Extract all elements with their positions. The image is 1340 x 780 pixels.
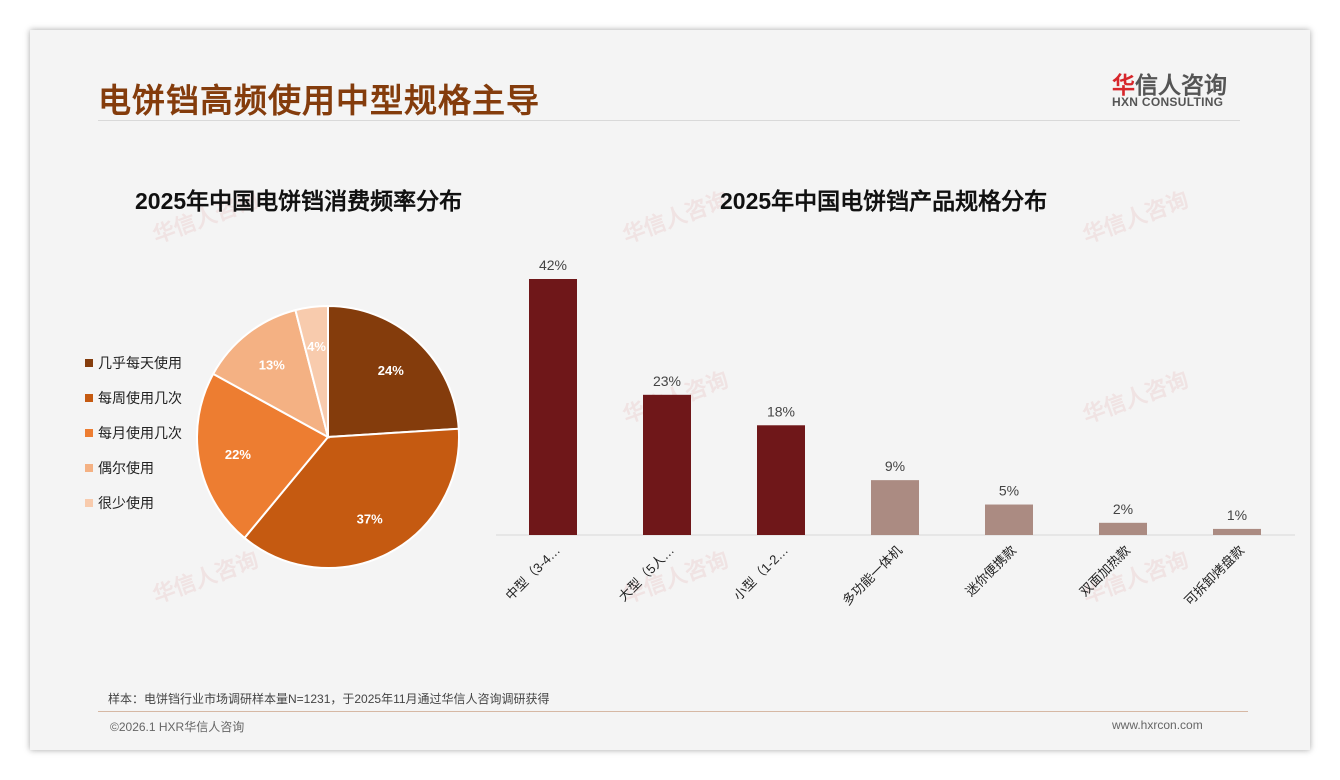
logo: 华信人咨询 (1112, 72, 1227, 98)
legend-item: 每周使用几次 (85, 380, 182, 415)
charts-svg: 24% 37% 22% 13% 4% 42% 中型（3-4… 23% 大型（5人… 18% 小型（1… (196, 257, 1295, 609)
legend-label: 很少使用 (98, 494, 154, 511)
bar-data-label: 23% (653, 373, 681, 389)
legend-swatch (85, 393, 93, 402)
bar (985, 504, 1033, 535)
bar-data-label: 2% (1113, 501, 1133, 517)
footer-divider (98, 711, 1248, 712)
pie-data-label: 4% (307, 339, 326, 354)
legend-swatch (85, 428, 93, 437)
x-tick-label: 中型（3-4… (502, 543, 563, 604)
pie-data-label: 22% (225, 447, 251, 462)
legend-item: 很少使用 (85, 485, 182, 520)
pie-legend: 几乎每天使用 每周使用几次 每月使用几次 偶尔使用很少使用 (85, 345, 182, 520)
bar-data-label: 1% (1227, 507, 1247, 523)
pie-slice (243, 427, 460, 569)
bar-data-label: 5% (999, 483, 1019, 499)
legend-item: 每月使用几次 (85, 415, 182, 450)
legend-swatch (85, 358, 93, 367)
bar-data-label: 42% (539, 257, 567, 273)
page-title: 电饼铛高频使用中型规格主导 (98, 82, 540, 119)
bar (871, 480, 919, 535)
x-tick-label: 多功能一体机 (839, 543, 905, 609)
legend-swatch (85, 498, 93, 507)
bar-data-label: 18% (767, 403, 795, 419)
pie-slice (196, 372, 330, 540)
bar (757, 425, 805, 535)
x-tick-label: 迷你便携款 (963, 543, 1020, 600)
website-url: www.hxrcon.com (1112, 718, 1203, 732)
x-tick-label: 小型（1-2… (730, 543, 791, 604)
legend-label: 每月使用几次 (98, 424, 182, 441)
legend-label: 偶尔使用 (98, 459, 154, 476)
legend-item: 偶尔使用 (85, 450, 182, 485)
logo-en: HXN CONSULTING (1112, 95, 1224, 109)
pie-slice (327, 304, 460, 439)
pie-slice (211, 308, 330, 439)
pie-data-label: 24% (378, 363, 404, 378)
legend-label: 几乎每天使用 (98, 354, 182, 371)
pie-data-label: 37% (357, 512, 383, 527)
bar (1213, 528, 1261, 535)
bar-data-label: 9% (885, 458, 905, 474)
pie-chart-title: 2025年中国电饼铛消费频率分布 (135, 188, 463, 214)
divider (98, 120, 1240, 121)
bar (1099, 522, 1147, 535)
copyright: ©2026.1 HXR华信人咨询 (110, 720, 245, 734)
bar-chart-title: 2025年中国电饼铛产品规格分布 (720, 188, 1048, 214)
slide: 华信人咨询 华信人咨询 华信人咨询 华信人咨询 华信人咨询 华信人咨询 华信人咨… (30, 30, 1310, 750)
legend-swatch (85, 463, 93, 472)
legend-label: 每周使用几次 (98, 389, 182, 406)
legend-item: 几乎每天使用 (85, 345, 182, 380)
bar (643, 394, 691, 535)
pie-data-label: 13% (259, 358, 285, 373)
x-tick-label: 双面加热款 (1077, 543, 1134, 600)
pie-slice (294, 304, 329, 438)
bar (529, 279, 577, 535)
x-tick-label: 大型（5人… (615, 543, 677, 605)
x-tick-label: 可拆卸烤盘款 (1181, 543, 1247, 609)
sample-note: 样本：电饼铛行业市场调研样本量N=1231，于2025年11月通过华信人咨询调研… (108, 692, 550, 706)
